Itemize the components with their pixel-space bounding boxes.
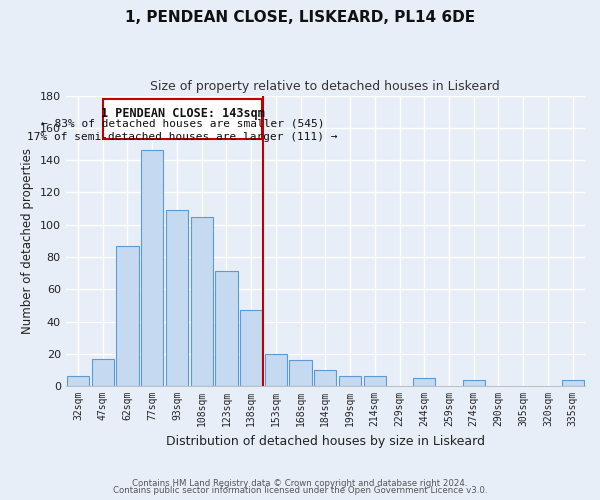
Bar	[265, 354, 287, 386]
Bar	[166, 210, 188, 386]
Bar	[240, 310, 262, 386]
Bar	[413, 378, 436, 386]
Bar	[215, 272, 238, 386]
Bar	[314, 370, 337, 386]
Title: Size of property relative to detached houses in Liskeard: Size of property relative to detached ho…	[151, 80, 500, 93]
Text: ← 83% of detached houses are smaller (545): ← 83% of detached houses are smaller (54…	[41, 119, 324, 129]
Bar	[67, 376, 89, 386]
Text: Contains HM Land Registry data © Crown copyright and database right 2024.: Contains HM Land Registry data © Crown c…	[132, 478, 468, 488]
Bar	[364, 376, 386, 386]
Bar	[116, 246, 139, 386]
X-axis label: Distribution of detached houses by size in Liskeard: Distribution of detached houses by size …	[166, 434, 485, 448]
Y-axis label: Number of detached properties: Number of detached properties	[21, 148, 34, 334]
Bar	[191, 216, 213, 386]
Text: 1 PENDEAN CLOSE: 143sqm: 1 PENDEAN CLOSE: 143sqm	[101, 107, 265, 120]
Bar	[92, 358, 114, 386]
Bar	[463, 380, 485, 386]
FancyBboxPatch shape	[103, 99, 262, 139]
Text: 1, PENDEAN CLOSE, LISKEARD, PL14 6DE: 1, PENDEAN CLOSE, LISKEARD, PL14 6DE	[125, 10, 475, 25]
Text: Contains public sector information licensed under the Open Government Licence v3: Contains public sector information licen…	[113, 486, 487, 495]
Bar	[141, 150, 163, 386]
Bar	[562, 380, 584, 386]
Text: 17% of semi-detached houses are larger (111) →: 17% of semi-detached houses are larger (…	[27, 132, 338, 142]
Bar	[339, 376, 361, 386]
Bar	[289, 360, 312, 386]
